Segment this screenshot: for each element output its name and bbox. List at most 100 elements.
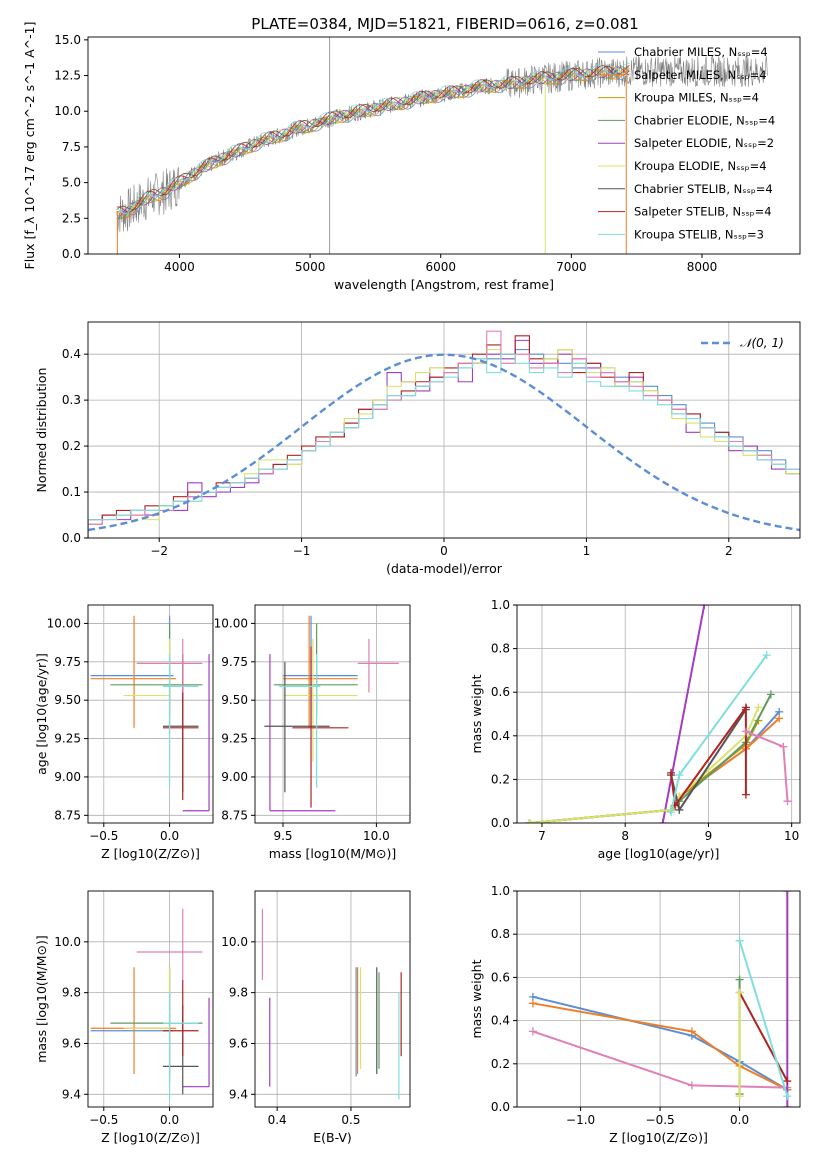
y-tick-label: 0.0 [491,1100,510,1114]
weight-marker [783,1092,792,1101]
y-tick-label: 9.00 [221,770,248,784]
y-axis-label: mass [log10(M/M⊙)] [34,935,49,1063]
y-tick-label: 0.6 [491,970,510,984]
x-axis-label: Z [log10(Z/Z⊙)] [609,1130,708,1145]
legend-label: Chabrier MILES, Nₛₛₚ=4 [634,45,768,59]
residuals-chart: −2 −1 0 1 2 0.0 0.1 0.2 0.3 0.4 (data-model)/error… [34,321,801,576]
weight-marker [766,690,775,699]
x-tick-label: 5000 [295,260,326,274]
y-tick-label: 0.0 [491,816,510,830]
y-tick-label: 1.0 [491,598,510,612]
y-axis-label: mass weight [469,674,484,753]
x-tick-label: 0.0 [160,1113,179,1127]
x-tick-label: −1 [293,544,311,558]
legend-label: Salpeter ELODIE, Nₛₛₚ=2 [634,136,774,150]
x-tick-label: 1 [583,544,591,558]
spectrum-model-line [116,66,630,220]
spectrum-observed-line [116,54,768,233]
mass-vs-EBV-plot-area [261,908,402,1100]
y-tick-label: 9.8 [62,986,81,1000]
x-axis-label: age [log10(age/yr)] [598,846,720,861]
y-axis-label: Normed distribution [34,368,49,493]
weight-line [532,1002,788,1091]
y-tick-label: 10.00 [47,616,81,630]
weight-marker [735,936,744,945]
y-tick-label: 0.2 [62,439,81,453]
y-tick-label: 0.4 [491,729,510,743]
x-axis-label: wavelength [Angstrom, rest frame] [334,277,554,292]
plot-frame [87,890,214,1108]
weight-marker [528,999,537,1008]
mass-vs-Z-chart: −0.5 0.0 9.4 9.6 9.8 10.0 Z [log10(Z/Z⊙)] mass … [34,890,214,1145]
spectrum-model-line [116,68,630,218]
mass-weight-vs-Z-chart: −1.0 −0.5 0.0 0.0 0.2 0.4 0.6 0.8 1.0 Z [log10(Z/… [469,884,801,1145]
x-tick-label: 6000 [425,260,456,274]
x-tick-label: 8 [621,829,629,843]
weight-marker [775,714,784,723]
x-tick-label: 0 [440,544,448,558]
x-tick-label: 4000 [164,260,195,274]
weight-marker [687,1027,696,1036]
age-vs-Z-plot-area [90,615,210,812]
y-tick-label: 10.0 [54,104,81,118]
age-vs-mass-chart: 9.5 10.0 8.75 9.00 9.25 9.50 9.75 10.00 mass [lo… [214,604,411,861]
residual-histogram [88,349,800,538]
residual-histogram [88,353,800,538]
y-tick-label: 9.4 [62,1087,81,1101]
weight-line [738,992,789,1082]
weight-marker [687,1081,696,1090]
legend-label: 𝒩(0, 1) [740,336,784,350]
y-tick-label: 9.6 [229,1036,248,1050]
weight-marker [528,1027,537,1036]
age-vs-mass-plot-area [264,615,399,812]
y-tick-label: 1.0 [491,884,510,898]
legend-label: Kroupa MILES, Nₛₛₚ=4 [634,91,759,105]
x-tick-label: −1.0 [566,1113,595,1127]
mass-weight-vs-Z-plot-area [528,891,792,1107]
x-axis-label: mass [log10(M/M⊙)] [269,846,397,861]
plot-frame [516,890,801,1108]
mass-weight-vs-age-chart: 7 8 9 10 0.0 0.2 0.4 0.6 0.8 1.0 age [log10(age/yr… [469,598,801,861]
x-tick-label: −0.5 [89,1113,118,1127]
y-tick-label: 10.0 [54,935,81,949]
mass-vs-Z-plot-area [90,908,210,1100]
x-tick-label: −2 [150,544,168,558]
y-tick-label: 0.1 [62,485,81,499]
legend-label: Chabrier STELIB, Nₛₛₚ=4 [634,182,773,196]
x-tick-label: 7 [538,829,546,843]
plot-frame [254,890,411,1108]
x-axis-label: Z [log10(Z/Z⊙)] [101,846,200,861]
residual-histogram [88,330,800,538]
y-tick-label: 12.5 [54,69,81,83]
y-tick-label: 9.6 [62,1036,81,1050]
legend-label: Kroupa STELIB, Nₛₛₚ=3 [634,227,764,241]
weight-marker [525,819,534,823]
weight-line [529,717,780,823]
legend-label: Salpeter MILES, Nₛₛₚ=4 [634,68,767,82]
weight-marker [783,1077,792,1086]
spectrum-plot-area [116,37,768,254]
spectrum-model-line [116,70,630,216]
y-axis-label: mass weight [469,959,484,1038]
plot-frame [87,604,214,824]
spectrum-model-line [116,67,630,219]
x-tick-label: 9 [705,829,713,843]
y-tick-label: 9.00 [54,770,81,784]
legend-label: Salpeter STELIB, Nₛₛₚ=4 [634,205,772,219]
weight-marker [741,727,750,736]
y-tick-label: 9.8 [229,986,248,1000]
weight-line [738,940,789,1097]
x-axis-label: Z [log10(Z/Z⊙)] [101,1130,200,1145]
weight-marker [783,891,792,895]
mass-weight-vs-age-plot-area [525,605,792,823]
y-tick-label: 8.75 [54,808,81,822]
x-tick-label: 8000 [687,260,718,274]
plot-frame [87,36,801,255]
weight-line [529,693,772,823]
weight-line [661,605,706,823]
figure-title: PLATE=0384, MJD=51821, FIBERID=0616, z=0… [251,15,638,33]
y-tick-label: 0.4 [491,1014,510,1028]
weight-marker [735,1092,744,1101]
plot-frame [254,604,411,824]
